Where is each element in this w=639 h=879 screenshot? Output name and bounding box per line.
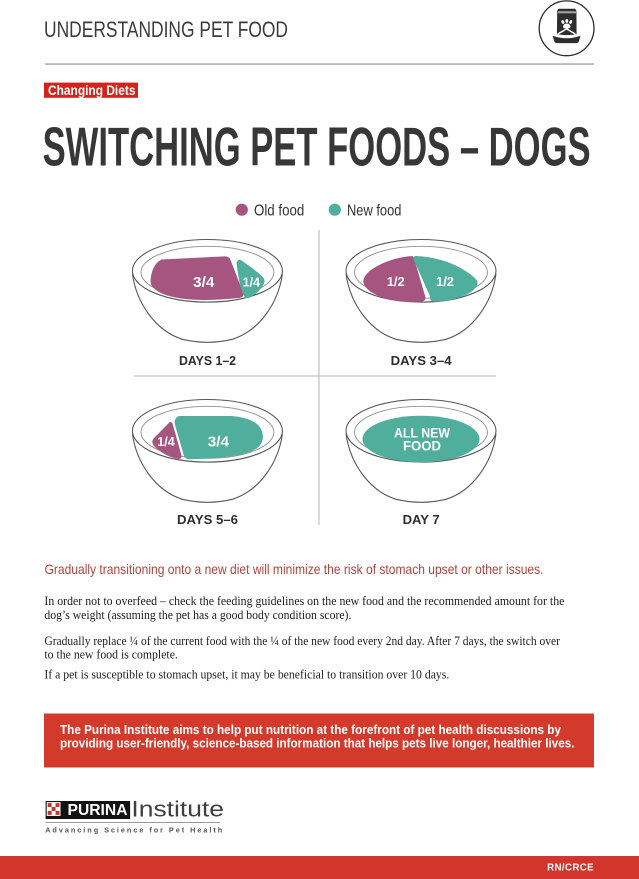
svg-text:In order not to overfeed – che: In order not to overfeed – check the fee… [44, 593, 564, 608]
svg-text:New food: New food [347, 202, 401, 219]
svg-text:DAYS 3–4: DAYS 3–4 [391, 354, 452, 368]
svg-text:UNDERSTANDING PET FOOD: UNDERSTANDING PET FOOD [44, 17, 288, 42]
svg-text:Gradually transitioning onto a: Gradually transitioning onto a new diet … [45, 561, 544, 577]
svg-text:Gradually replace ¼ of the cur: Gradually replace ¼ of the current food … [44, 633, 560, 648]
svg-text:1/4: 1/4 [157, 434, 175, 449]
svg-text:The Purina Institute aims to h: The Purina Institute aims to help put nu… [60, 723, 561, 737]
svg-text:3/4: 3/4 [193, 275, 214, 291]
svg-text:PURINA: PURINA [68, 802, 128, 819]
svg-text:1/4: 1/4 [243, 274, 261, 289]
svg-text:1/2: 1/2 [387, 274, 405, 289]
svg-text:Institute: Institute [131, 797, 224, 822]
svg-text:DAYS 5–6: DAYS 5–6 [177, 513, 238, 527]
svg-text:1/2: 1/2 [436, 274, 454, 289]
svg-text:SWITCHING PET FOODS – DOGS: SWITCHING PET FOODS – DOGS [43, 116, 591, 178]
svg-text:Old food: Old food [254, 202, 304, 219]
svg-text:DAY 7: DAY 7 [403, 513, 440, 527]
svg-text:Advancing Science for Pet Heal: Advancing Science for Pet Health [45, 826, 224, 835]
svg-text:Changing Diets: Changing Diets [48, 83, 136, 98]
svg-text:3/4: 3/4 [208, 435, 229, 451]
svg-text:dog’s weight (assuming the pet: dog’s weight (assuming the pet has a goo… [44, 607, 351, 622]
svg-text:FOOD: FOOD [403, 438, 441, 454]
svg-text:DAYS 1–2: DAYS 1–2 [179, 354, 236, 368]
svg-text:If a pet is susceptible to sto: If a pet is susceptible to stomach upset… [44, 667, 449, 682]
svg-text:providing user-friendly, scien: providing user-friendly, science-based i… [60, 737, 575, 751]
svg-text:RN/CRCE: RN/CRCE [547, 863, 594, 874]
svg-text:to the new food is complete.: to the new food is complete. [44, 647, 178, 662]
svg-text:ALL NEW: ALL NEW [394, 425, 451, 441]
